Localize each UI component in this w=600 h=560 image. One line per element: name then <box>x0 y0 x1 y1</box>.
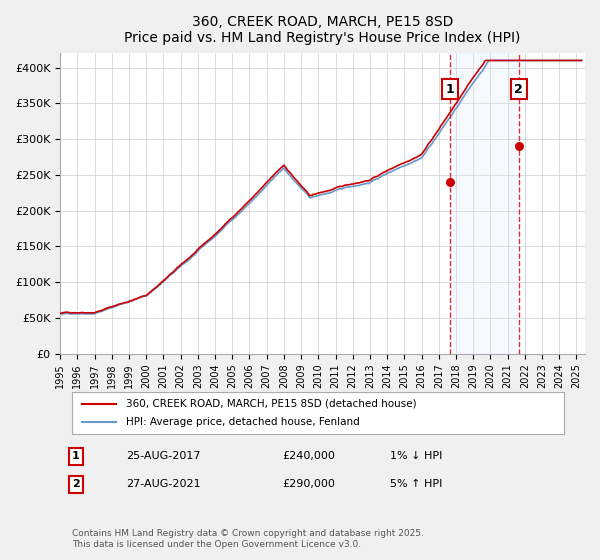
Point <box>514 142 524 151</box>
Title: 360, CREEK ROAD, MARCH, PE15 8SD
Price paid vs. HM Land Registry's House Price I: 360, CREEK ROAD, MARCH, PE15 8SD Price p… <box>124 15 521 45</box>
Text: Contains HM Land Registry data © Crown copyright and database right 2025.
This d: Contains HM Land Registry data © Crown c… <box>72 529 424 549</box>
Text: 1: 1 <box>72 451 80 461</box>
Text: 25-AUG-2017: 25-AUG-2017 <box>126 451 200 461</box>
Text: £290,000: £290,000 <box>282 479 335 489</box>
Point <box>445 178 455 186</box>
Text: 5% ↑ HPI: 5% ↑ HPI <box>390 479 442 489</box>
Text: 2: 2 <box>514 82 523 96</box>
Text: 1% ↓ HPI: 1% ↓ HPI <box>390 451 442 461</box>
Text: 360, CREEK ROAD, MARCH, PE15 8SD (detached house): 360, CREEK ROAD, MARCH, PE15 8SD (detach… <box>126 399 417 409</box>
Bar <box>450 53 519 353</box>
Text: 2: 2 <box>72 479 80 489</box>
Text: HPI: Average price, detached house, Fenland: HPI: Average price, detached house, Fenl… <box>126 417 360 427</box>
Text: 1: 1 <box>446 82 454 96</box>
Text: 27-AUG-2021: 27-AUG-2021 <box>126 479 200 489</box>
Text: £240,000: £240,000 <box>282 451 335 461</box>
